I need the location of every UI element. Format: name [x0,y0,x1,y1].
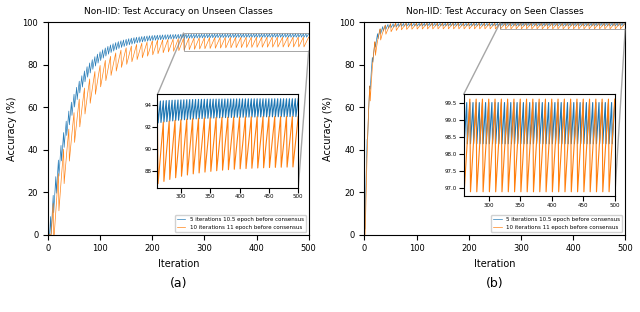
X-axis label: Iteration: Iteration [157,259,199,269]
10 iterations 11 epoch before consensus [621,21,629,25]
5 iterations 10.5 epoch before consensus [45,233,52,236]
5 iterations 10.5 epoch before consensus [484,23,492,27]
5 iterations 10.5 epoch before consensus [621,22,629,25]
10 iterations 11 epoch before consensus [200,38,207,42]
Line: 5 iterations 10.5 epoch before consensus: 5 iterations 10.5 epoch before consensus [49,34,308,235]
10 iterations 11 epoch before consensus [486,27,494,31]
10 iterations 11 epoch before consensus [615,22,623,26]
5 iterations 10.5 epoch before consensus [361,227,369,231]
10 iterations 11 epoch before consensus [258,35,266,39]
5 iterations 10.5 epoch before consensus [186,37,193,40]
5 iterations 10.5 epoch before consensus [305,32,312,36]
Line: 10 iterations 11 epoch before consensus: 10 iterations 11 epoch before consensus [365,23,625,235]
5 iterations 10.5 epoch before consensus [486,24,494,28]
Bar [184,33,308,51]
10 iterations 11 epoch before consensus [575,21,582,25]
5 iterations 10.5 epoch before consensus [168,35,176,39]
Text: (a): (a) [170,277,187,290]
Text: (b): (b) [486,277,504,290]
5 iterations 10.5 epoch before consensus [298,34,306,37]
5 iterations 10.5 epoch before consensus [575,22,582,25]
5 iterations 10.5 epoch before consensus [516,23,524,27]
10 iterations 11 epoch before consensus [516,22,524,26]
10 iterations 11 epoch before consensus [170,49,177,53]
Y-axis label: Accuracy (%): Accuracy (%) [7,96,17,161]
5 iterations 10.5 epoch before consensus [200,34,207,38]
Bar [500,23,625,29]
Y-axis label: Accuracy (%): Accuracy (%) [323,96,333,161]
5 iterations 10.5 epoch before consensus [502,24,509,28]
Line: 5 iterations 10.5 epoch before consensus: 5 iterations 10.5 epoch before consensus [365,23,625,229]
10 iterations 11 epoch before consensus [186,48,193,51]
10 iterations 11 epoch before consensus [298,37,306,41]
X-axis label: Iteration: Iteration [474,259,516,269]
5 iterations 10.5 epoch before consensus [170,37,177,41]
10 iterations 11 epoch before consensus [45,233,52,236]
10 iterations 11 epoch before consensus [484,22,492,26]
5 iterations 10.5 epoch before consensus [615,23,623,27]
10 iterations 11 epoch before consensus [168,40,176,44]
Legend: 5 iterations 10.5 epoch before consensus, 10 iterations 11 epoch before consensu: 5 iterations 10.5 epoch before consensus… [491,215,623,232]
Title: Non-IID: Test Accuracy on Seen Classes: Non-IID: Test Accuracy on Seen Classes [406,7,584,16]
10 iterations 11 epoch before consensus [305,35,312,39]
5 iterations 10.5 epoch before consensus [258,32,266,36]
Legend: 5 iterations 10.5 epoch before consensus, 10 iterations 11 epoch before consensu: 5 iterations 10.5 epoch before consensus… [175,215,306,232]
10 iterations 11 epoch before consensus [361,233,369,236]
10 iterations 11 epoch before consensus [502,27,509,31]
Title: Non-IID: Test Accuracy on Unseen Classes: Non-IID: Test Accuracy on Unseen Classes [84,7,273,16]
Line: 10 iterations 11 epoch before consensus: 10 iterations 11 epoch before consensus [49,37,308,235]
